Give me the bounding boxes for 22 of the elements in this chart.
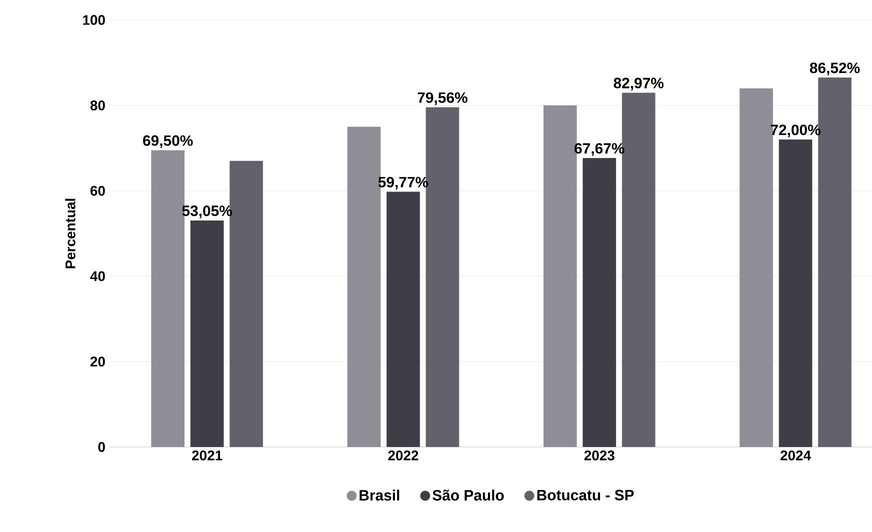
y-tick-label: 0	[98, 442, 105, 452]
bar	[386, 192, 420, 447]
x-tick-label: 2021	[192, 450, 222, 460]
bar	[190, 220, 224, 447]
y-tick-label: 20	[90, 356, 105, 367]
bar	[582, 158, 616, 447]
legend-label: Brasil	[360, 490, 400, 501]
data-label: 69,50%	[143, 135, 193, 148]
x-tick-label: 2023	[584, 450, 614, 460]
data-label: 79,56%	[418, 92, 468, 106]
y-tick-label: 100	[83, 15, 105, 25]
x-tick-label: 2022	[388, 450, 418, 460]
y-axis-title: Percentual	[65, 198, 76, 268]
legend-label: Botucatu - SP	[537, 490, 634, 500]
legend-label: São Paulo	[432, 490, 504, 501]
bar	[778, 140, 812, 447]
y-tick-label: 80	[90, 100, 105, 110]
data-label: 82,97%	[614, 78, 664, 91]
x-tick-label: 2024	[780, 450, 811, 460]
y-tick-label: 60	[90, 186, 105, 196]
data-label: 86,52%	[810, 62, 860, 76]
y-tick-label: 40	[90, 271, 105, 282]
